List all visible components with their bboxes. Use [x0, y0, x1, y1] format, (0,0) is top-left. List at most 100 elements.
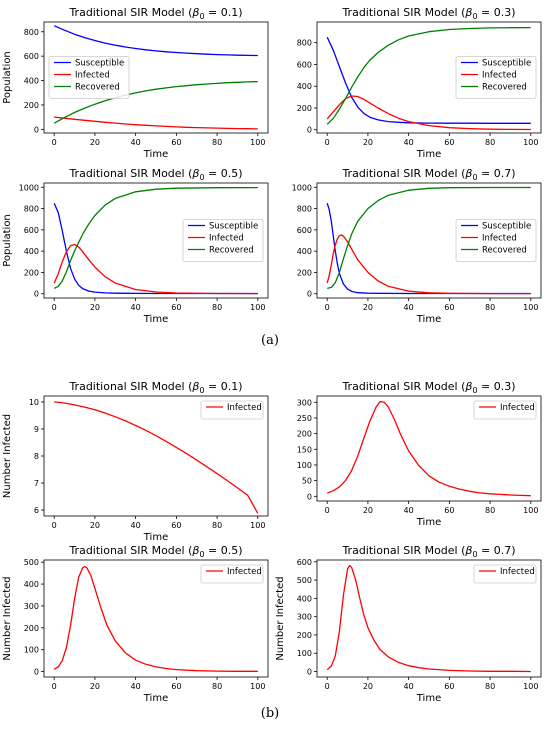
x-axis-label: Time [416, 693, 441, 704]
chart-title: Traditional SIR Model (β0 = 0.5) [68, 544, 242, 559]
y-tick-label: 400 [24, 77, 39, 86]
y-axis-label: Population [2, 51, 13, 104]
x-tick-label: 40 [404, 682, 414, 691]
x-axis-label: Time [143, 314, 168, 325]
chart-title: Traditional SIR Model (β0 = 0.1) [68, 6, 242, 21]
x-tick-label: 80 [485, 138, 495, 147]
x-axis-label: Time [416, 314, 441, 325]
y-tick-label: 600 [297, 558, 312, 567]
x-tick-label: 0 [325, 682, 330, 691]
y-axis-label: Number Infected [275, 576, 286, 660]
legend: Infected [200, 564, 264, 584]
y-tick-label: 500 [24, 558, 39, 567]
y-tick-label: 600 [297, 60, 312, 69]
x-tick-label: 60 [171, 138, 181, 147]
subplot-b-6: Traditional SIR Model (β0 = 0.5) 0 20 40 60 8… [2, 544, 269, 704]
y-tick-label: 50 [302, 477, 312, 486]
y-tick-label: 0 [307, 668, 312, 677]
x-tick-label: 100 [250, 303, 265, 312]
y-tick-label: 300 [297, 613, 312, 622]
y-tick-label: 150 [297, 445, 312, 454]
x-tick-label: 60 [444, 506, 454, 515]
legend-entry-recovered: Recovered [482, 83, 527, 93]
y-tick-label: 6 [34, 506, 39, 515]
legend-box [182, 219, 264, 262]
legend-box [473, 400, 537, 420]
y-tick-label: 600 [24, 52, 39, 61]
panel-label-a: (a) [261, 333, 279, 348]
legend-box [48, 56, 130, 99]
x-tick-label: 60 [444, 138, 454, 147]
x-tick-label: 0 [52, 138, 57, 147]
y-axis-label: Number Infected [2, 576, 13, 660]
x-tick-label: 20 [90, 521, 100, 530]
x-tick-label: 100 [250, 682, 265, 691]
series-line-infected [326, 400, 531, 497]
chart-title: Traditional SIR Model (β0 = 0.5) [68, 167, 242, 182]
y-tick-label: 200 [24, 268, 39, 277]
x-axis-label: Time [416, 517, 441, 528]
legend-entry-recovered: Recovered [209, 246, 254, 256]
x-tick-label: 0 [325, 303, 330, 312]
series-line-infected [54, 116, 258, 130]
y-tick-label: 250 [297, 414, 312, 423]
legend-entry-infected: Infected [75, 71, 110, 81]
y-tick-label: 400 [297, 247, 312, 256]
x-tick-label: 80 [212, 521, 222, 530]
chart-title: Traditional SIR Model (β0 = 0.3) [341, 6, 515, 21]
legend-entry-susceptible: Susceptible [209, 222, 258, 232]
legend-box [200, 400, 264, 420]
legend-box [473, 564, 537, 584]
y-tick-label: 1000 [19, 183, 39, 192]
legend-entry-infected: Infected [500, 567, 535, 577]
y-tick-label: 800 [297, 205, 312, 214]
x-tick-label: 80 [212, 682, 222, 691]
chart-title: Traditional SIR Model (β0 = 0.3) [341, 380, 515, 395]
legend-entry-susceptible: Susceptible [75, 59, 124, 69]
x-tick-label: 60 [171, 303, 181, 312]
plot-frame [43, 559, 269, 678]
y-tick-label: 400 [24, 580, 39, 589]
y-tick-label: 400 [297, 82, 312, 91]
x-tick-label: 20 [363, 303, 373, 312]
y-tick-label: 200 [24, 101, 39, 110]
y-tick-label: 9 [34, 425, 39, 434]
y-tick-label: 1000 [292, 183, 312, 192]
legend-box [455, 219, 537, 262]
x-tick-label: 100 [523, 682, 538, 691]
x-tick-label: 60 [171, 521, 181, 530]
chart-title: Traditional SIR Model (β0 = 0.7) [341, 167, 515, 182]
subplot-b-4: Traditional SIR Model (β0 = 0.1) 0 20 40 60 8… [2, 380, 269, 543]
x-tick-label: 80 [485, 682, 495, 691]
x-axis-label: Time [416, 149, 441, 160]
x-tick-label: 100 [250, 138, 265, 147]
legend-entry-susceptible: Susceptible [482, 222, 531, 232]
y-tick-label: 400 [24, 247, 39, 256]
x-tick-label: 60 [444, 682, 454, 691]
series-line-infected [326, 95, 531, 131]
series-line-susceptible [326, 36, 531, 124]
x-tick-label: 20 [90, 682, 100, 691]
legend-entry-infected: Infected [227, 567, 262, 577]
y-tick-label: 800 [24, 28, 39, 37]
x-tick-label: 80 [212, 138, 222, 147]
subplot-b-7: Traditional SIR Model (β0 = 0.7) 0 20 40 60 8… [275, 544, 542, 704]
series-line-infected [54, 401, 259, 514]
y-tick-label: 0 [307, 126, 312, 135]
legend: Susceptible Infected Recovered [455, 219, 537, 262]
series-line-infected [53, 243, 258, 295]
x-tick-label: 0 [325, 506, 330, 515]
y-tick-label: 100 [297, 461, 312, 470]
x-tick-label: 60 [444, 303, 454, 312]
y-tick-label: 800 [24, 205, 39, 214]
x-tick-label: 0 [52, 303, 57, 312]
series-line-infected [53, 565, 258, 672]
legend: Infected [473, 564, 537, 584]
x-tick-label: 40 [131, 303, 141, 312]
plot-frame [43, 182, 269, 299]
y-tick-label: 800 [297, 39, 312, 48]
x-tick-label: 20 [90, 138, 100, 147]
y-tick-label: 600 [297, 226, 312, 235]
legend: Susceptible Infected Recovered [48, 56, 130, 99]
x-tick-label: 100 [523, 138, 538, 147]
